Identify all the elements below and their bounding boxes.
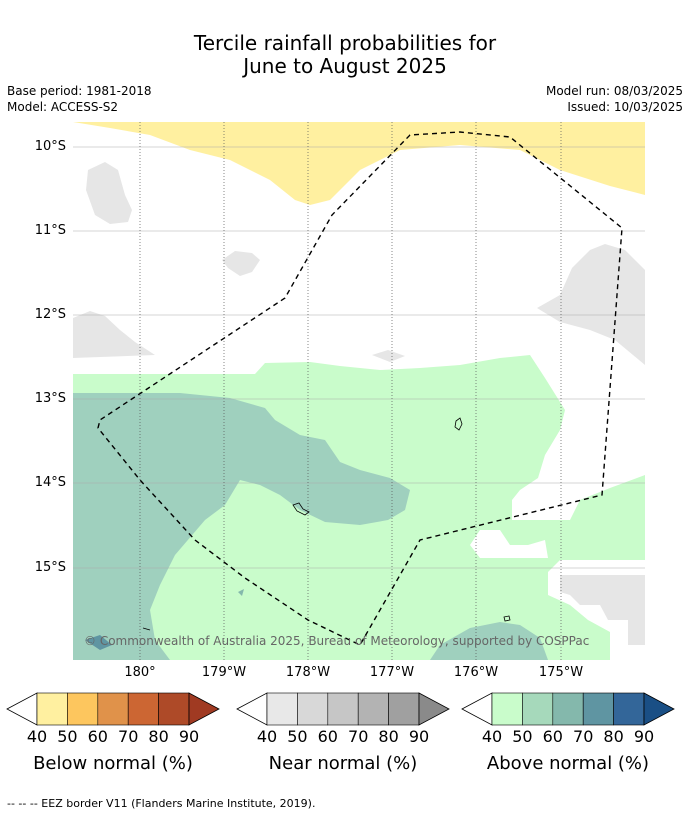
colorbar-segment [127,692,159,726]
above-normal-50-region [430,622,548,660]
below-normal-region [73,122,645,205]
map-title-line2: June to August 2025 [243,54,447,78]
white-gap [470,530,548,558]
eez-footnote: -- -- -- EEZ border V11 (Flanders Marine… [7,797,316,810]
colorbar-tick: 70 [573,727,594,746]
colorbar-tick: 80 [378,727,399,746]
longitude-label: 179°W [201,665,247,680]
colorbar-segment [266,692,298,726]
near-normal-patch [372,350,405,362]
colorbar-tick: 40 [256,727,278,746]
colorbar-segment [491,692,523,726]
colorbar-tick: 80 [603,727,624,746]
colorbar-segment [613,692,645,726]
colorbar-max-arrow [188,692,220,726]
eez-border [97,131,623,646]
colorbar-min-arrow [236,692,268,726]
colorbar-tick: 60 [317,727,338,746]
colorbar-segment [67,692,99,726]
colorbar-label: Below normal (%) [33,753,193,774]
colorbar-max-arrow [418,692,450,726]
colorbar-tick: 70 [348,727,369,746]
latitude-label: 15°S [34,560,66,575]
colorbar-segment [297,692,329,726]
colorbar-tick: 60 [542,727,563,746]
copyright-text: © Commonwealth of Australia 2025, Bureau… [84,634,590,648]
near-normal-patch [86,162,132,224]
colorbar-segment [327,692,359,726]
colorbar-tick: 90 [633,727,655,746]
longitude-label: 177°W [369,665,415,680]
colorbar-tick: 80 [148,727,169,746]
colorbar-segment [97,692,129,726]
colorbar-segment [522,692,554,726]
colorbar-segment [582,692,614,726]
near-normal-patch [537,244,645,365]
latitude-label: 13°S [34,391,66,406]
rainfall-map [73,122,645,660]
islands [142,417,511,631]
colorbar-segment [357,692,389,726]
colorbar-label: Above normal (%) [486,753,650,774]
colorbar-tick: 60 [87,727,108,746]
colorbars [6,692,675,726]
colorbar-segment [388,692,420,726]
model-run: Model run: 08/03/2025 [545,84,683,98]
issued-date: Issued: 10/03/2025 [567,100,683,114]
colorbar-tick: 40 [26,727,48,746]
longitude-label: 180° [124,665,156,680]
near-normal-patch [222,251,260,276]
longitude-label: 178°W [285,665,331,680]
colorbar-tick: 40 [481,727,503,746]
base-period: Base period: 1981-2018 [7,84,152,98]
colorbar-max-arrow [643,692,675,726]
colorbar-tick: 90 [178,727,200,746]
above-normal-patch [238,589,244,596]
colorbar-min-arrow [6,692,38,726]
colorbar-tick: 70 [118,727,139,746]
latitude-label: 12°S [34,307,66,322]
model-name: Model: ACCESS-S2 [7,100,119,114]
latitude-label: 10°S [34,139,66,154]
colorbar-tick: 50 [57,727,78,746]
colorbar-segment [36,692,68,726]
latitude-label: 14°S [34,475,66,490]
colorbar-tick: 50 [512,727,533,746]
colorbar-min-arrow [461,692,493,726]
gridlines [73,146,645,569]
above-normal-70-patch [85,635,112,650]
colorbar-segment [552,692,584,726]
longitude-label: 175°W [538,665,584,680]
colorbar-segment [158,692,190,726]
colorbar-tick: 50 [287,727,308,746]
colorbar-tick: 90 [408,727,430,746]
longitude-label: 176°W [453,665,499,680]
near-normal-patch [560,575,645,645]
map-title-line1: Tercile rainfall probabilities for [193,31,497,55]
latitude-label: 11°S [34,223,66,238]
colorbar-label: Near normal (%) [268,753,418,774]
above-normal-50-region [73,393,410,660]
near-normal-patch [73,311,155,358]
